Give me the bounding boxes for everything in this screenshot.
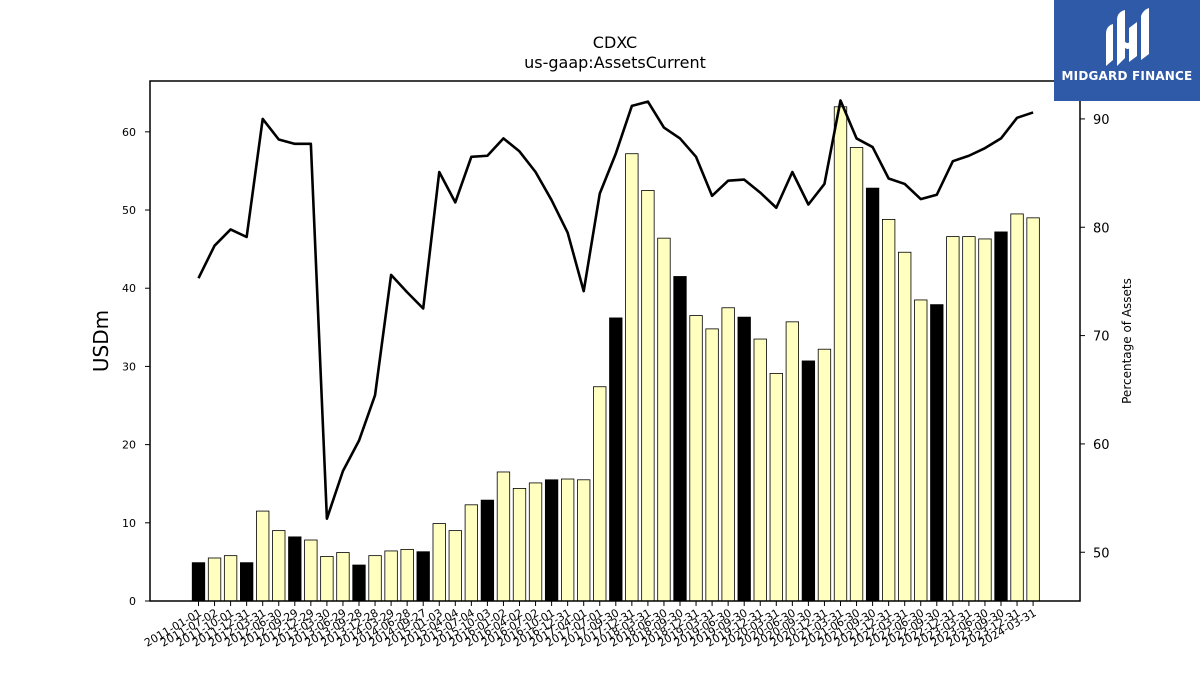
y2-tick-label: 90	[1093, 113, 1110, 128]
bar-2016-04-02	[512, 487, 527, 602]
bar-2012-09-29	[288, 536, 302, 602]
y-tick-label: 20	[122, 439, 136, 452]
bar-2020-03-31	[769, 373, 783, 602]
bar-2022-06-30	[914, 299, 928, 602]
bar-2022-12-31	[946, 236, 960, 602]
bar-2015-04-04	[448, 530, 462, 602]
bar-2011-10-01	[223, 555, 238, 602]
y-tick-label: 10	[122, 517, 136, 530]
bar-2024-03-31	[1026, 217, 1040, 602]
bar-2020-09-30	[801, 360, 816, 602]
bar-2021-06-30	[849, 147, 864, 602]
bar-2013-12-28	[368, 555, 382, 602]
y2-tick-label: 60	[1093, 438, 1110, 453]
bar-2014-06-28	[400, 548, 414, 602]
bar-2023-03-31	[962, 236, 976, 602]
y2-tick-label: 70	[1093, 330, 1110, 345]
bar-2015-01-03	[432, 523, 446, 602]
line-layer	[197, 99, 1034, 520]
y2-tick-label: 80	[1093, 221, 1110, 236]
bar-2017-04-01	[577, 479, 591, 602]
brand-logo: MIDGARD FINANCE	[1054, 0, 1200, 101]
bar-2015-07-04	[464, 504, 479, 602]
chart-title: CDXC	[593, 33, 637, 52]
y-tick-label: 0	[129, 595, 136, 608]
bar-2019-06-30	[721, 307, 735, 602]
y-tick-label: 60	[122, 126, 136, 139]
bar-2023-12-31	[1010, 213, 1024, 602]
bar-2014-09-27	[416, 551, 430, 602]
midgard-logo-icon	[1106, 8, 1149, 66]
bar-2018-12-31	[689, 315, 703, 602]
bar-2013-06-29	[336, 552, 350, 602]
bar-2012-12-29	[304, 539, 318, 602]
bar-2012-06-30	[272, 530, 286, 602]
bar-2023-06-30	[978, 238, 992, 602]
bar-2016-07-02	[528, 482, 543, 602]
bar-2013-03-30	[320, 556, 334, 602]
bar-2011-01-01	[191, 562, 206, 602]
bar-2022-09-30	[930, 304, 944, 602]
bar-2015-10-03	[480, 499, 495, 602]
bar-2017-09-30	[609, 317, 623, 602]
bar-2021-03-31	[833, 106, 848, 602]
bar-2017-12-31	[625, 153, 639, 602]
y-tick-label: 30	[122, 360, 136, 373]
axes-layer: 010203040506050607080902011-01-012011-07…	[122, 80, 1110, 650]
bar-2018-03-31	[641, 190, 655, 602]
bar-2014-03-29	[384, 550, 398, 602]
y2-axis-label: Percentage of Assets	[1120, 278, 1134, 404]
percentage-line	[197, 99, 1034, 520]
bar-2011-07-02	[207, 557, 222, 602]
bar-2019-03-31	[705, 328, 719, 602]
brand-name: MIDGARD FINANCE	[1061, 69, 1193, 83]
bar-2019-09-30	[737, 316, 751, 602]
bar-2023-09-30	[994, 231, 1008, 602]
bar-2016-10-01	[544, 479, 559, 602]
bar-2011-12-31	[239, 562, 254, 602]
bar-2020-12-31	[817, 348, 832, 602]
y-tick-label: 50	[122, 204, 136, 217]
bar-2017-07-01	[593, 386, 607, 602]
bar-2022-03-31	[898, 251, 912, 602]
bar-2021-12-31	[882, 219, 896, 602]
y2-tick-label: 50	[1093, 546, 1110, 561]
y-tick-label: 40	[122, 282, 136, 295]
bar-2013-09-28	[352, 564, 366, 602]
chart-subtitle: us-gaap:AssetsCurrent	[524, 53, 706, 72]
bar-2021-09-30	[865, 187, 880, 602]
bar-2019-12-31	[753, 338, 767, 602]
bar-2016-12-31	[561, 478, 575, 602]
bar-2020-06-30	[785, 321, 799, 602]
bar-2018-06-30	[657, 237, 671, 602]
y-axis-label: USDm	[89, 310, 113, 372]
bar-2018-09-30	[673, 276, 687, 602]
bar-2012-03-31	[256, 510, 270, 602]
plot-frame	[149, 80, 1081, 602]
bar-2016-01-02	[496, 471, 511, 602]
